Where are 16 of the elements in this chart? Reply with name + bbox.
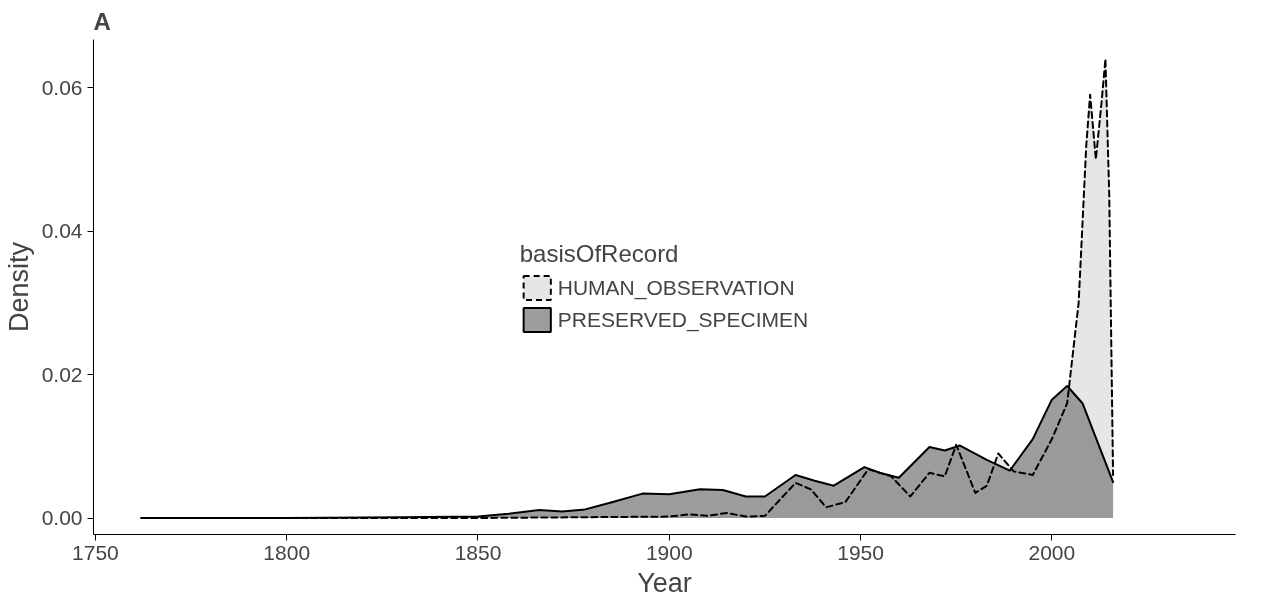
legend-label: PRESERVED_SPECIMEN <box>557 307 809 331</box>
y-tick-label: 0.00 <box>41 506 83 529</box>
x-tick-label: 1900 <box>645 540 693 564</box>
x-axis-title: Year <box>637 567 692 598</box>
chart-title: A <box>93 7 111 35</box>
legend-title: basisOfRecord <box>519 239 680 267</box>
x-tick-label: 1850 <box>454 540 502 564</box>
x-tick-label: 1800 <box>263 540 311 564</box>
x-tick-label: 2000 <box>1028 540 1076 564</box>
x-tick-label: 1950 <box>837 540 884 564</box>
y-tick-label: 0.02 <box>41 362 83 386</box>
x-tick-label: 1750 <box>72 540 119 564</box>
legend-label: HUMAN_OBSERVATION <box>557 275 795 299</box>
y-axis-title: Density <box>3 241 34 333</box>
y-tick-label: 0.06 <box>41 75 83 99</box>
y-tick-label: 0.04 <box>41 219 83 243</box>
